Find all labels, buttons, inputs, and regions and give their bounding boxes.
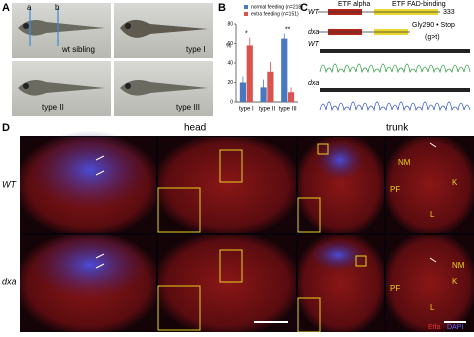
mutation-label: Gly290 • Stop [412, 22, 455, 29]
significance-mark: * [245, 30, 248, 37]
domain-label: ETF FAD-binding [392, 1, 446, 8]
panel-label: A [2, 2, 10, 14]
y-tick-label: 0 [230, 99, 233, 105]
y-tick-label: 60 [227, 41, 233, 47]
column-header: trunk [386, 123, 409, 134]
photo-label: wt sibling [61, 45, 95, 54]
row-label: WT [2, 179, 17, 189]
fish-photos [12, 3, 213, 116]
tissue-label: K [452, 277, 458, 286]
row-label: dxa [2, 276, 17, 286]
tissue-label: PF [390, 284, 400, 293]
bar-chart: % 0 20 40 60 80 normal feeding (n=218)extra fe… [226, 4, 303, 112]
x-tick-label: type II [259, 107, 276, 113]
legend-label: extra feeding (n=151) [251, 11, 299, 17]
tissue-label: NM [452, 261, 465, 270]
bar [281, 38, 288, 102]
panel-label: B [218, 2, 226, 14]
y-tick-label: 40 [227, 60, 233, 66]
micrographs [20, 130, 474, 333]
legend-swatch [244, 5, 248, 9]
length-label: 333 [443, 9, 455, 16]
bar [246, 45, 253, 102]
y-tick-label: 80 [227, 21, 233, 27]
panel-label: C [300, 2, 308, 14]
tissue-label: K [452, 178, 458, 187]
marker-label: a [27, 3, 32, 12]
legend-label: normal feeding (n=218) [251, 4, 303, 10]
gene-diagram [318, 9, 471, 112]
bar [239, 82, 247, 102]
x-tick-label: type I [239, 107, 254, 113]
tissue-label: NM [398, 158, 411, 167]
photo-label: type I [186, 45, 206, 54]
trace-label: WT [308, 41, 320, 48]
stain-label: Etfa [428, 324, 441, 331]
marker-label: b [55, 3, 60, 12]
change-label: (g>t) [425, 34, 440, 41]
tissue-label: L [430, 210, 435, 219]
bar [267, 71, 274, 102]
row-label: WT [308, 9, 320, 16]
legend-swatch [244, 12, 248, 16]
domain-label: ETF alpha [338, 1, 370, 8]
x-tick-label: type III [279, 107, 297, 113]
column-header: head [184, 123, 206, 134]
panel-label: D [2, 122, 10, 134]
trace-label: dxa [308, 80, 319, 87]
stain-label: DAPI [447, 324, 463, 331]
tissue-label: PF [390, 185, 400, 194]
tissue-label: L [430, 303, 435, 312]
photo-label: type III [176, 103, 200, 112]
y-axis-label: % [226, 44, 232, 50]
significance-mark: ** [285, 27, 291, 34]
row-label: dxa [308, 29, 319, 36]
y-tick-label: 20 [227, 80, 233, 86]
photo-label: type II [42, 103, 64, 112]
